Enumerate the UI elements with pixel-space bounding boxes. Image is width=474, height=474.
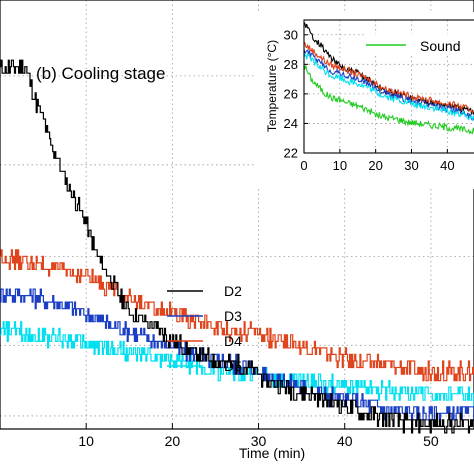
main-legend: D2 D3 D4 D5 — [167, 283, 242, 374]
inset-x-tick-label-10: 10 — [333, 158, 347, 173]
inset-y-tick-label-26: 26 — [284, 86, 298, 101]
legend-label-d4: D4 — [224, 333, 242, 349]
main-x-axis-label: Time (min) — [239, 445, 305, 461]
legend-label-d5: D5 — [224, 358, 242, 374]
inset-y-tick-label-30: 30 — [284, 27, 298, 42]
main-series-line-d2 — [0, 59, 474, 434]
inset-legend-label-sound: Sound — [420, 38, 460, 54]
main-title: (b) Cooling stage — [36, 64, 165, 83]
inset-y-tick-label-24: 24 — [284, 116, 298, 131]
inset-series-line-0 — [303, 65, 474, 135]
inset-y-tick-label-22: 22 — [284, 146, 298, 161]
inset-x-ticks: 0 10 20 30 40 — [300, 149, 455, 173]
inset-series-lines — [303, 22, 474, 135]
main-x-tick-label-40: 40 — [337, 433, 353, 449]
inset-y-axis-label: Temperature (°C) — [265, 40, 279, 132]
main-x-ticks: 10 20 30 40 50 — [78, 423, 439, 449]
main-series-line-d4 — [0, 249, 474, 382]
inset-y-ticks: 22 24 26 28 30 — [284, 27, 308, 161]
main-x-tick-label-10: 10 — [78, 433, 94, 449]
inset-plot-frame — [303, 19, 474, 154]
inset-x-tick-label-40: 40 — [440, 158, 454, 173]
inset-series-line-3 — [303, 48, 474, 121]
legend-label-d2: D2 — [224, 283, 242, 299]
legend-label-d3: D3 — [224, 308, 242, 324]
main-x-tick-label-20: 20 — [165, 433, 181, 449]
main-series-line-d5 — [0, 321, 474, 407]
inset-series-line-4 — [303, 51, 474, 122]
main-series-lines — [0, 59, 474, 434]
main-x-tick-label-50: 50 — [423, 433, 439, 449]
main-x-tick-label-30: 30 — [251, 433, 267, 449]
inset-series-line-2 — [303, 41, 474, 114]
inset-y-tick-label-28: 28 — [284, 57, 298, 72]
inset-x-tick-label-30: 30 — [404, 158, 418, 173]
inset-legend-box — [364, 34, 474, 56]
main-plot-frame — [0, 0, 474, 430]
inset-x-tick-label-0: 0 — [300, 158, 307, 173]
inset-x-tick-label-20: 20 — [368, 158, 382, 173]
